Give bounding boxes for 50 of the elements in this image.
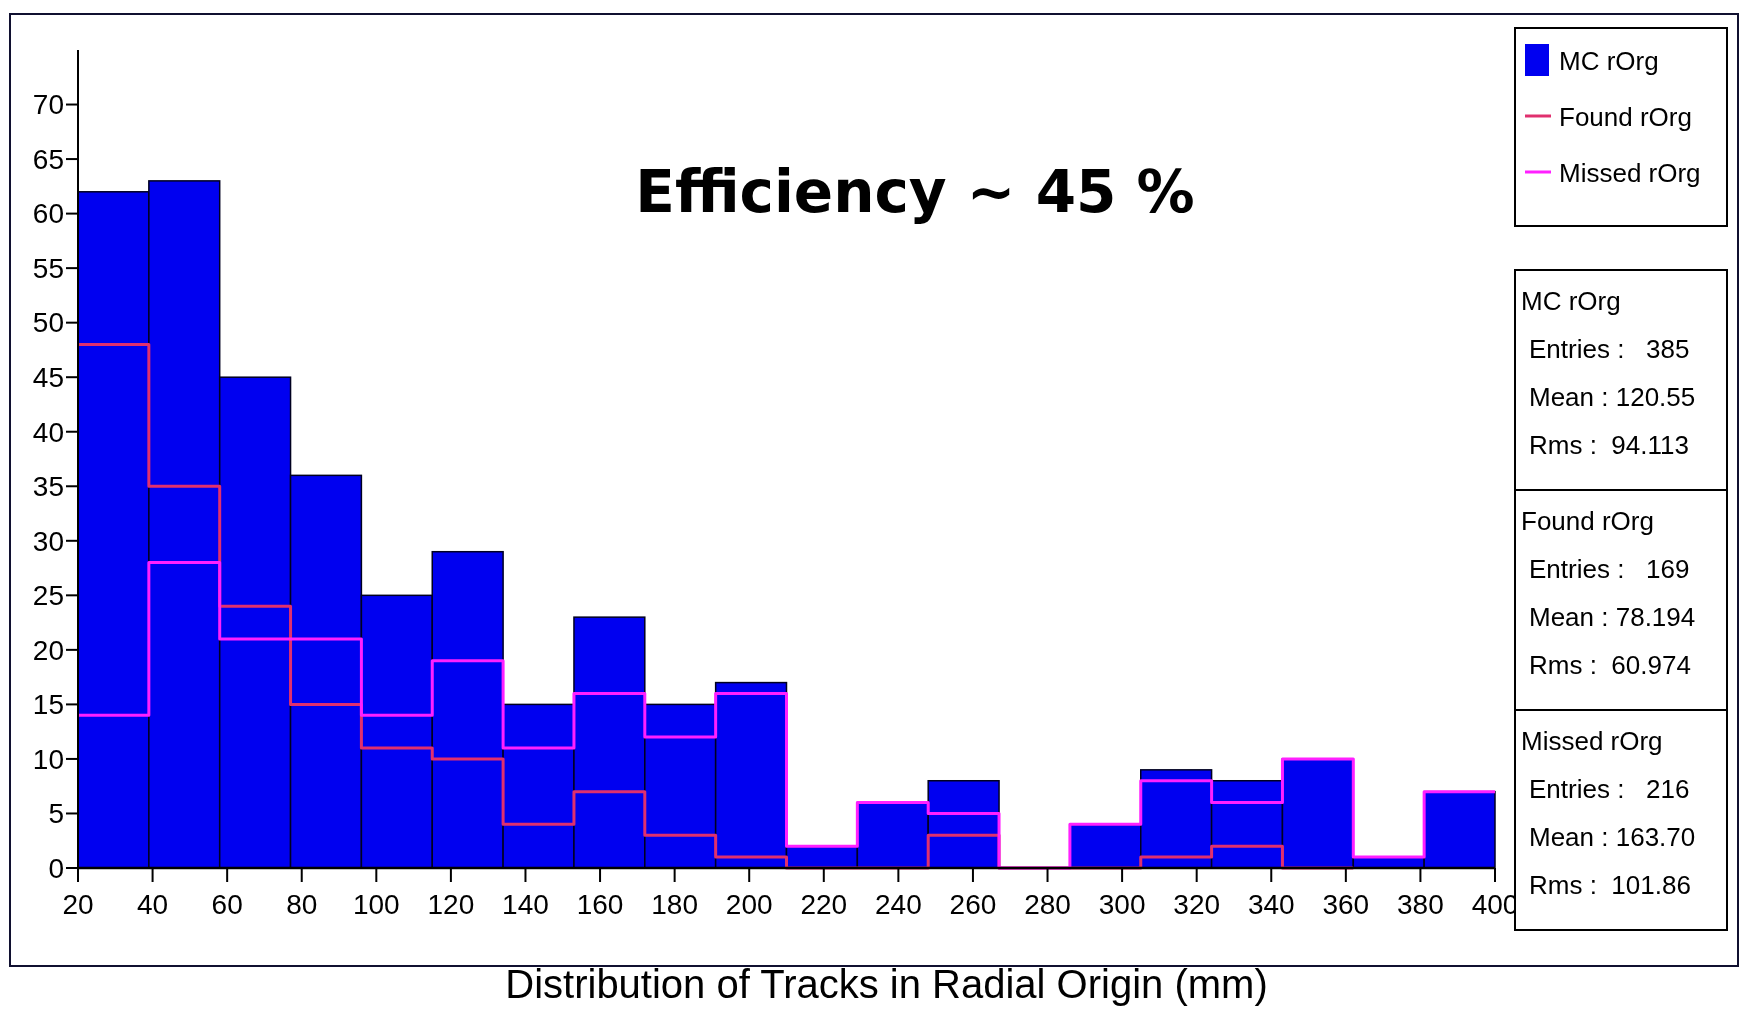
x-tick-label: 380 — [1397, 889, 1444, 920]
y-tick-label: 70 — [32, 89, 64, 121]
x-tick-label: 260 — [949, 889, 997, 920]
text: Rms : 60.974 — [1529, 650, 1691, 680]
x-tick-label: 80 — [286, 889, 318, 920]
x-tick-label: 360 — [1322, 889, 1370, 920]
text: Rms : 94.113 — [1529, 430, 1689, 460]
x-tick-label: 160 — [576, 889, 624, 920]
y-tick-label: 65 — [32, 143, 64, 175]
x-tick-label: 120 — [427, 889, 475, 920]
x-axis-title: Distribution of Tracks in Radial Origin (mm) — [505, 962, 1268, 1006]
y-tick-label: 50 — [32, 307, 64, 339]
text: MC rOrg — [1521, 286, 1621, 316]
x-tick-label: 140 — [502, 889, 549, 920]
text: Mean : 120.55 — [1529, 382, 1696, 412]
y-tick-label: 10 — [32, 743, 64, 775]
y-tick-label: 30 — [32, 525, 64, 557]
x-tick-label: 180 — [651, 889, 698, 920]
x-tick-label: 60 — [211, 889, 243, 920]
y-tick-label: 15 — [32, 689, 64, 721]
text: Entries : 216 — [1529, 774, 1690, 804]
legend-label: Found rOrg — [1559, 102, 1692, 132]
text: Entries : 385 — [1529, 334, 1690, 364]
y-tick-label: 5 — [48, 798, 64, 830]
annotation: Efficiency ~ 45 % — [635, 158, 1195, 226]
x-tick-label: 200 — [725, 889, 773, 920]
x-tick-label: 40 — [137, 889, 169, 920]
x-tick-label: 320 — [1173, 889, 1221, 920]
y-tick-label: 55 — [32, 252, 64, 284]
y-tick-label: 0 — [48, 852, 64, 884]
text: Mean : 78.194 — [1529, 602, 1696, 632]
y-tick-label: 45 — [32, 362, 64, 393]
text: Mean : 163.70 — [1529, 822, 1696, 852]
legend-label: MC rOrg — [1559, 46, 1659, 76]
text: Missed rOrg — [1521, 726, 1663, 756]
y-tick-label: 35 — [32, 471, 64, 503]
y-tick-label: 40 — [32, 416, 64, 448]
x-tick-label: 240 — [875, 889, 922, 920]
y-tick-label: 25 — [32, 580, 64, 612]
y-tick-label: 60 — [32, 198, 64, 230]
x-tick-label: 340 — [1247, 889, 1295, 920]
legend-label: Missed rOrg — [1559, 158, 1701, 188]
y-tick-label: 20 — [32, 634, 64, 666]
text: Entries : 169 — [1529, 554, 1690, 584]
text: Rms : 101.86 — [1529, 870, 1691, 900]
x-tick-label: 280 — [1024, 889, 1071, 920]
x-tick-label: 220 — [800, 889, 848, 920]
x-tick-label: 300 — [1098, 889, 1146, 920]
text: Found rOrg — [1521, 506, 1654, 536]
x-tick-label: 100 — [352, 889, 400, 920]
